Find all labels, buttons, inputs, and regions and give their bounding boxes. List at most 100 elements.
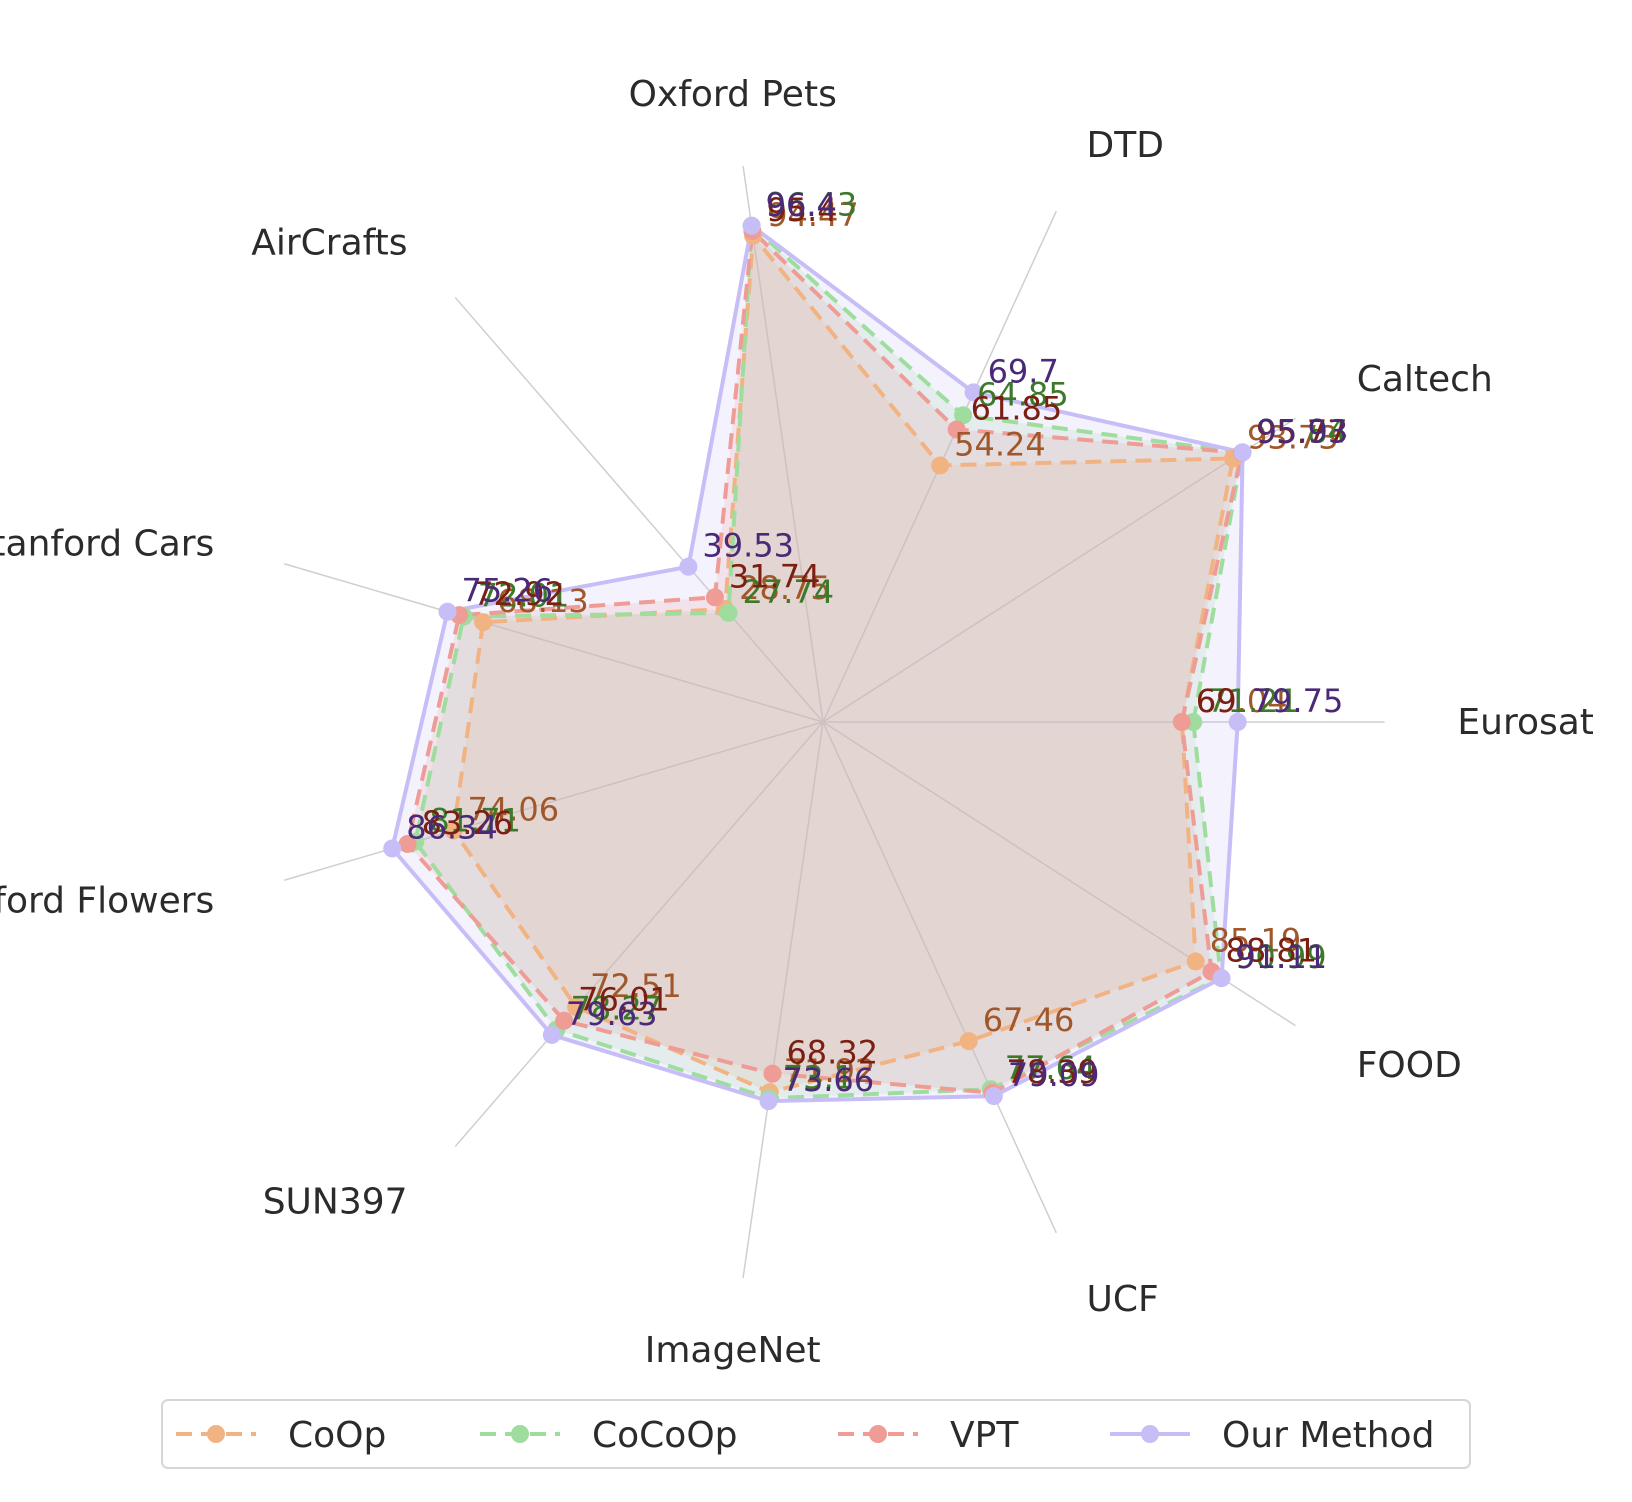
value-label-coop-imagenet: 71.92 bbox=[784, 1052, 876, 1090]
value-label-coop-sun397: 72.51 bbox=[590, 967, 682, 1005]
axis-labels: Eurosat Caltech DTD Oxford Pets AirCrafts Sta… bbox=[0, 74, 1594, 1371]
point-coop-ucf bbox=[959, 1032, 978, 1051]
axis-label-food: FOOD bbox=[1357, 1045, 1462, 1086]
line-coop bbox=[451, 233, 1235, 1095]
line-vpt bbox=[405, 229, 1244, 1095]
value-label-vpt-food: 88.81 bbox=[1226, 932, 1318, 970]
value-label-coop-eurosat: 69.04 bbox=[1196, 682, 1288, 720]
value-label-coop-stanford-cars: 68.13 bbox=[497, 582, 589, 620]
value-label-vpt-aircrafts: 31.74 bbox=[729, 557, 821, 595]
point-our-method-stanford-cars bbox=[438, 602, 457, 621]
value-label-cocoop-food: 90.99 bbox=[1235, 938, 1327, 976]
value-label-vpt-stanford-cars: 72.92 bbox=[473, 575, 565, 613]
point-our-method-aircrafts bbox=[679, 557, 698, 576]
area-our-method bbox=[392, 225, 1243, 1102]
axis-spokes bbox=[283, 166, 1385, 1278]
legend-marker-cocoop bbox=[511, 1425, 529, 1443]
point-cocoop-aircrafts bbox=[719, 603, 738, 622]
point-coop-oxford-flowers bbox=[444, 821, 463, 840]
axis-label-aircrafts: AirCrafts bbox=[251, 223, 407, 264]
point-our-method-sun397 bbox=[542, 1025, 561, 1044]
spoke-sun397 bbox=[454, 721, 824, 1147]
point-vpt-aircrafts bbox=[705, 588, 724, 607]
legend-frame bbox=[161, 1399, 1471, 1469]
value-label-coop-food: 85.19 bbox=[1210, 921, 1302, 959]
value-label-coop-dtd: 54.24 bbox=[954, 425, 1046, 463]
point-our-method-oxford-pets bbox=[742, 216, 761, 235]
value-label-our-method-oxford-pets: 96.4 bbox=[766, 186, 837, 224]
value-label-vpt-imagenet: 68.32 bbox=[786, 1034, 878, 1072]
value-label-our-method-aircrafts: 39.53 bbox=[702, 527, 794, 565]
value-label-cocoop-aircrafts: 27.74 bbox=[743, 573, 835, 611]
axis-label-eurosat: Eurosat bbox=[1457, 702, 1594, 743]
value-label-our-method-caltech: 95.93 bbox=[1257, 412, 1349, 450]
value-label-our-method-imagenet: 73.66 bbox=[782, 1061, 874, 1099]
area-coop bbox=[453, 235, 1233, 1093]
spoke-stanford-cars bbox=[283, 563, 824, 723]
value-label-vpt-sun397: 76.01 bbox=[578, 981, 670, 1019]
point-coop-stanford-cars bbox=[474, 613, 493, 632]
value-label-vpt-oxford-pets: 95.4 bbox=[766, 191, 837, 229]
point-vpt-dtd bbox=[947, 420, 966, 439]
point-our-method-eurosat bbox=[1228, 713, 1247, 731]
spoke-oxford-pets bbox=[742, 166, 824, 723]
point-vpt-imagenet bbox=[763, 1064, 782, 1083]
spoke-ucf bbox=[822, 721, 1057, 1234]
point-coop-sun397 bbox=[567, 997, 586, 1016]
area-cocoop bbox=[415, 225, 1243, 1099]
axis-label-ucf: UCF bbox=[1087, 1279, 1159, 1320]
spoke-imagenet bbox=[742, 721, 824, 1278]
point-coop-food bbox=[1186, 952, 1205, 971]
value-label-our-method-dtd: 69.7 bbox=[988, 352, 1059, 390]
value-label-vpt-eurosat: 69 bbox=[1196, 682, 1237, 720]
legend-label-our-method: Our Method bbox=[1222, 1415, 1434, 1456]
legend-marker-our-method bbox=[1141, 1425, 1159, 1443]
value-label-cocoop-stanford-cars: 72.01 bbox=[478, 577, 570, 615]
axis-label-sun397: SUN397 bbox=[263, 1181, 408, 1222]
value-label-our-method-sun397: 79.63 bbox=[566, 995, 658, 1033]
legend-label-coop: CoOp bbox=[288, 1415, 386, 1456]
point-our-method-food bbox=[1212, 969, 1231, 988]
axis-label-stanford-cars: Stanford Cars bbox=[0, 523, 214, 564]
axis-label-oxford-flowers: Oxford Flowers bbox=[0, 881, 214, 922]
axis-label-dtd: DTD bbox=[1087, 125, 1164, 166]
point-our-method-imagenet bbox=[759, 1092, 778, 1111]
value-label-cocoop-oxford-pets: 96.43 bbox=[766, 186, 858, 224]
line-our-method bbox=[390, 223, 1245, 1104]
value-label-our-method-eurosat: 79.75 bbox=[1252, 682, 1344, 720]
point-our-method-oxford-flowers bbox=[383, 839, 402, 858]
area-vpt bbox=[407, 231, 1242, 1093]
legend-label-vpt: VPT bbox=[950, 1415, 1019, 1456]
value-label-cocoop-sun397: 78.27 bbox=[570, 990, 662, 1028]
value-label-coop-oxford-pets: 94.47 bbox=[767, 196, 859, 234]
value-label-vpt-dtd: 61.85 bbox=[971, 389, 1063, 427]
value-label-our-method-oxford-flowers: 86.34 bbox=[406, 808, 498, 846]
value-label-our-method-food: 91.11 bbox=[1236, 938, 1328, 976]
axis-label-imagenet: ImageNet bbox=[645, 1330, 821, 1371]
value-label-cocoop-oxford-flowers: 81.71 bbox=[429, 802, 521, 840]
value-label-cocoop-caltech: 95.84 bbox=[1256, 413, 1348, 451]
value-label-cocoop-eurosat: 71.21 bbox=[1207, 682, 1299, 720]
value-label-coop-ucf: 67.46 bbox=[983, 1001, 1075, 1039]
line-cocoop bbox=[413, 223, 1245, 1101]
value-label-our-method-ucf: 79.09 bbox=[1008, 1056, 1100, 1094]
series-lines bbox=[390, 223, 1245, 1104]
legend-label-cocoop: CoCoOp bbox=[592, 1415, 738, 1456]
value-label-our-method-stanford-cars: 75.26 bbox=[462, 572, 554, 610]
point-vpt-oxford-flowers bbox=[398, 834, 417, 853]
spoke-caltech bbox=[822, 417, 1296, 723]
point-our-method-caltech bbox=[1233, 443, 1252, 462]
value-label-coop-caltech: 93.73 bbox=[1247, 418, 1339, 456]
value-label-cocoop-ucf: 77.64 bbox=[1005, 1049, 1097, 1087]
axis-label-oxford-pets: Oxford Pets bbox=[629, 74, 837, 115]
spoke-aircrafts bbox=[454, 297, 824, 723]
axis-label-caltech: Caltech bbox=[1357, 359, 1493, 400]
point-vpt-sun397 bbox=[555, 1011, 574, 1030]
legend: CoOp CoCoOp VPT Our Method bbox=[161, 1399, 1471, 1469]
point-our-method-dtd bbox=[964, 383, 983, 402]
value-labels: 69.04 93.73 54.24 94.47 28.75 68.13 74.06 72.51… bbox=[406, 186, 1348, 1099]
point-coop-dtd bbox=[931, 456, 950, 475]
value-label-vpt-oxford-flowers: 83.26 bbox=[422, 804, 514, 842]
spoke-oxford-flowers bbox=[283, 721, 824, 881]
value-label-vpt-caltech: 95.77 bbox=[1256, 413, 1348, 451]
